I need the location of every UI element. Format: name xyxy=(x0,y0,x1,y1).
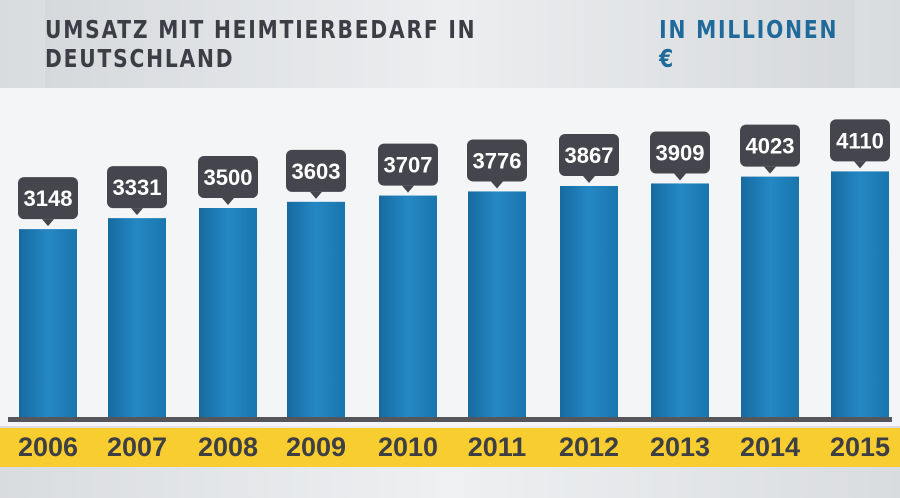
callout-box xyxy=(286,149,346,192)
callout-pointer xyxy=(854,161,866,169)
callout-pointer xyxy=(222,198,234,205)
callout-box xyxy=(740,124,800,167)
data-label: 3707 xyxy=(384,153,433,178)
callout-box xyxy=(18,177,78,220)
callout-2015: 4110 xyxy=(830,119,890,169)
data-label: 3500 xyxy=(204,165,253,190)
callout-2007: 3331 xyxy=(107,166,167,216)
callout-pointer xyxy=(491,181,503,189)
callout-box xyxy=(378,143,438,186)
callout-pointer xyxy=(42,219,54,227)
bar-2012 xyxy=(560,185,618,418)
callout-2014: 4023 xyxy=(740,124,800,174)
callout-pointer xyxy=(402,185,414,193)
chart-title: UMSATZ MIT HEIMTIERBEDARF IN DEUTSCHLAND… xyxy=(45,0,855,88)
year-band xyxy=(0,428,900,467)
callout-2012: 3867 xyxy=(559,133,619,183)
bar-2014 xyxy=(741,176,799,418)
callout-box xyxy=(830,119,890,162)
callout-2006: 3148 xyxy=(18,177,78,227)
callout-box xyxy=(198,156,258,198)
bar-2015 xyxy=(831,171,889,418)
data-label: 3603 xyxy=(292,159,341,184)
callout-2009: 3603 xyxy=(286,149,346,199)
x-tick-label: 2010 xyxy=(377,432,439,462)
bar-2009 xyxy=(287,201,345,418)
x-tick-label: 2013 xyxy=(649,432,711,462)
bar-2013 xyxy=(651,183,709,418)
callout-2011: 3776 xyxy=(467,139,527,189)
callout-box xyxy=(650,131,710,174)
data-label: 4110 xyxy=(836,128,884,153)
bar-2007 xyxy=(108,218,166,418)
x-tick-label: 2008 xyxy=(197,432,259,462)
bar-2008 xyxy=(199,208,257,418)
callout-2010: 3707 xyxy=(378,143,438,193)
title-unit: IN MILLIONEN € xyxy=(659,15,839,73)
bar-2010 xyxy=(379,195,437,418)
callout-box xyxy=(107,166,167,209)
callout-box xyxy=(559,133,619,176)
data-label: 4023 xyxy=(746,134,795,159)
callout-pointer xyxy=(583,175,595,183)
callout-pointer xyxy=(310,191,322,199)
x-tick-label: 2006 xyxy=(17,432,79,462)
callout-box xyxy=(467,139,527,182)
data-label: 3909 xyxy=(656,140,705,165)
x-tick-label: 2015 xyxy=(829,432,891,462)
callout-2008: 3500 xyxy=(198,156,258,205)
data-label: 3867 xyxy=(565,143,614,168)
data-label: 3776 xyxy=(473,148,522,173)
callout-pointer xyxy=(764,166,776,174)
callout-pointer xyxy=(674,173,686,181)
x-tick-label: 2011 xyxy=(467,432,527,462)
x-tick-label: 2007 xyxy=(106,432,168,462)
callout-2013: 3909 xyxy=(650,131,710,181)
title-main: UMSATZ MIT HEIMTIERBEDARF IN DEUTSCHLAND xyxy=(45,15,477,73)
bar-2006 xyxy=(19,229,77,418)
bar-2011 xyxy=(468,191,526,418)
callout-pointer xyxy=(131,208,143,216)
x-tick-label: 2012 xyxy=(558,432,620,462)
x-tick-label: 2014 xyxy=(739,432,801,462)
baseline xyxy=(8,417,892,422)
x-tick-label: 2009 xyxy=(285,432,347,462)
data-label: 3148 xyxy=(24,186,73,211)
data-label: 3331 xyxy=(113,175,162,200)
bar-chart: 3148 3331 3500 3603 3707 3776 3867 3909 4023 4110 xyxy=(18,119,890,418)
